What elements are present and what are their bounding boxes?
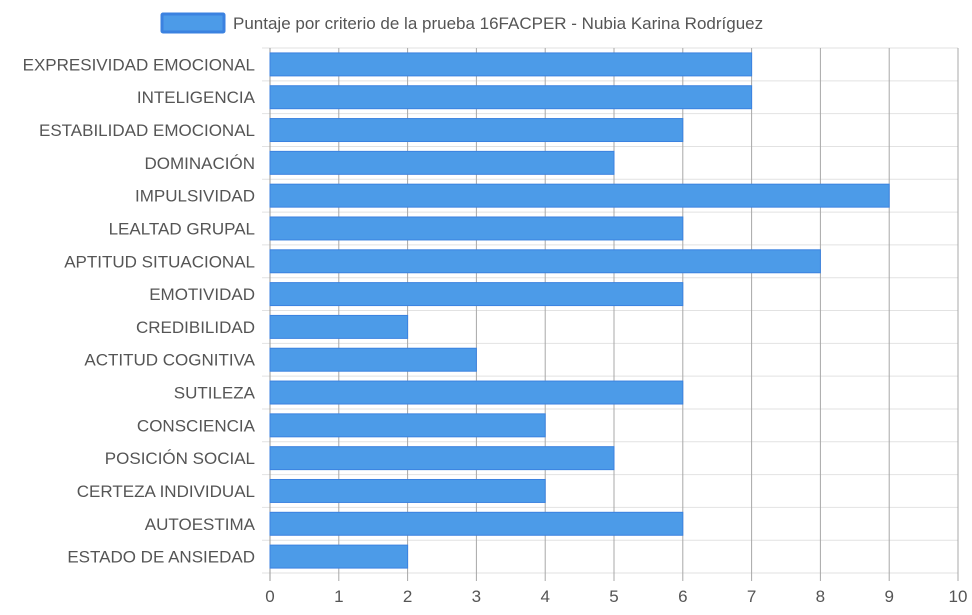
bar[interactable] <box>269 85 753 110</box>
x-tick-label: 5 <box>609 587 618 606</box>
x-tick-label: 7 <box>747 587 756 606</box>
category-label: ESTADO DE ANSIEDAD <box>67 548 255 567</box>
category-label: INTELIGENCIA <box>137 88 256 107</box>
category-label: EMOTIVIDAD <box>149 285 255 304</box>
category-label: SUTILEZA <box>174 384 256 403</box>
bar[interactable] <box>269 183 890 208</box>
legend[interactable]: Puntaje por criterio de la prueba 16FACP… <box>160 12 763 34</box>
bar[interactable] <box>269 347 477 372</box>
x-tick-label: 9 <box>884 587 893 606</box>
bar[interactable] <box>269 413 546 438</box>
category-label: ACTITUD COGNITIVA <box>84 351 255 370</box>
category-label: LEALTAD GRUPAL <box>109 219 255 238</box>
bar[interactable] <box>269 216 684 241</box>
bar[interactable] <box>269 478 546 503</box>
bars-group <box>269 52 890 569</box>
x-axis-ticks: 0 1 2 3 4 5 6 7 8 9 10 <box>265 587 967 606</box>
x-tick-label: 1 <box>334 587 343 606</box>
bar[interactable] <box>269 380 684 405</box>
x-tick-label: 8 <box>816 587 825 606</box>
bar[interactable] <box>269 118 684 143</box>
category-labels: EXPRESIVIDAD EMOCIONAL INTELIGENCIA ESTABI… <box>23 55 256 566</box>
bar[interactable] <box>269 544 409 569</box>
bar[interactable] <box>269 314 409 339</box>
grid-lines <box>262 47 959 581</box>
x-tick-label: 6 <box>678 587 687 606</box>
category-label: AUTOESTIMA <box>145 515 256 534</box>
category-label: DOMINACIÓN <box>145 154 256 173</box>
x-tick-label: 0 <box>265 587 274 606</box>
bar[interactable] <box>269 446 615 471</box>
category-label: POSICIÓN SOCIAL <box>105 449 255 468</box>
x-tick-label: 10 <box>949 587 968 606</box>
x-tick-label: 3 <box>472 587 481 606</box>
x-tick-label: 4 <box>540 587 549 606</box>
bar[interactable] <box>269 249 821 274</box>
legend-label[interactable]: Puntaje por criterio de la prueba 16FACP… <box>233 14 763 33</box>
x-tick-label: 2 <box>403 587 412 606</box>
category-label: IMPULSIVIDAD <box>135 187 255 206</box>
category-label: EXPRESIVIDAD EMOCIONAL <box>23 55 255 74</box>
bar[interactable] <box>269 282 684 307</box>
category-label: CONSCIENCIA <box>137 416 256 435</box>
bar[interactable] <box>269 511 684 536</box>
category-label: CERTEZA INDIVIDUAL <box>77 482 255 501</box>
legend-swatch[interactable] <box>160 12 226 34</box>
category-label: CREDIBILIDAD <box>136 318 255 337</box>
category-label: ESTABILIDAD EMOCIONAL <box>39 121 255 140</box>
bar[interactable] <box>269 52 753 77</box>
bar[interactable] <box>269 150 615 175</box>
category-label: APTITUD SITUACIONAL <box>64 252 255 271</box>
